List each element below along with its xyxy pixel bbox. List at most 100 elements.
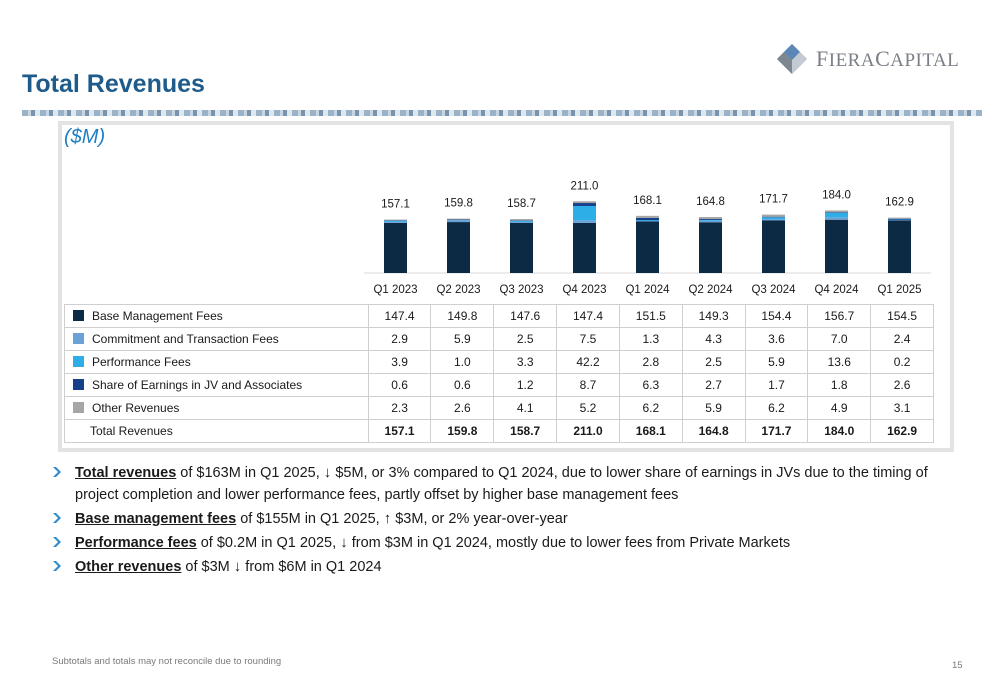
bullet-item: Base management fees of $155M in Q1 2025…: [52, 508, 952, 530]
table-cell: 0.6: [367, 373, 432, 397]
chevron-right-icon: [53, 513, 61, 523]
table-cell: 8.7: [556, 373, 620, 397]
row-label-text: Performance Fees: [92, 355, 191, 369]
bullet-heading: Base management fees: [75, 511, 237, 527]
bar-segment: [384, 220, 407, 222]
table-cell: 0.6: [430, 373, 495, 397]
table-cell: 4.3: [681, 327, 746, 351]
bar-segment: [699, 219, 722, 220]
bar-segment: [636, 215, 659, 218]
logo-text: FIERACAPITAL: [816, 46, 960, 71]
table-cell: 2.5: [493, 327, 558, 351]
bar-segment: [573, 203, 596, 206]
table-cell: 4.1: [493, 396, 558, 420]
table-cell: 147.4: [556, 304, 620, 328]
bar-segment: [762, 216, 785, 218]
row-label: Base Management Fees: [64, 304, 369, 328]
legend-swatch: [73, 310, 84, 321]
table-row: Performance Fees 3.9 1.0 3.3 42.2 2.8 2.5 5.9 13…: [64, 350, 934, 374]
bullet-text: of $3M: [181, 559, 234, 575]
bar-segment: [888, 217, 911, 219]
table-row-total: Total Revenues 157.1 159.8 158.7 211.0 168.1 1…: [64, 419, 934, 443]
legend-swatch: [73, 356, 84, 367]
company-logo: FIERACAPITAL: [776, 42, 959, 76]
table-cell: 6.2: [618, 396, 683, 420]
x-tick-label: Q4 2023: [562, 284, 606, 296]
x-tick-label: Q4 2024: [814, 284, 859, 296]
total-data-label: 184.0: [822, 189, 851, 201]
table-cell: 5.2: [556, 396, 620, 420]
revenue-table: Base Management Fees 147.4 149.8 147.6 147.4…: [64, 304, 934, 443]
bullet-item: Total revenues of $163M in Q1 2025, ↓ $5…: [52, 462, 952, 506]
bar-segment: [636, 217, 659, 221]
bar-segment: [762, 217, 785, 220]
arrow-down-icon: ↓: [233, 558, 242, 575]
table-cell: 164.8: [681, 419, 746, 443]
table-cell: 5.9: [681, 396, 746, 420]
bar-segment: [573, 222, 596, 273]
table-cell: 162.9: [870, 419, 934, 443]
bar-segment: [825, 219, 848, 273]
bullet-text: from $3M in Q1 2024, mostly due to lower…: [347, 535, 791, 551]
row-label: Share of Earnings in JV and Associates: [64, 373, 369, 397]
table-cell: 151.5: [618, 304, 683, 328]
diamond-logo-icon: [777, 44, 807, 74]
chevron-right-icon: [53, 561, 61, 571]
table-cell: 154.5: [870, 304, 934, 328]
table-row: Commitment and Transaction Fees 2.9 5.9 2.5…: [64, 327, 934, 351]
table-cell: 4.9: [807, 396, 872, 420]
bar-segment: [447, 218, 470, 220]
table-cell: 211.0: [556, 419, 620, 443]
chevron-right-icon: [53, 537, 61, 547]
footnote: Subtotals and totals may not reconcile d…: [52, 656, 282, 667]
unit-label: ($M): [64, 126, 106, 148]
row-label: Other Revenues: [64, 396, 369, 420]
bar-segment: [384, 221, 407, 223]
bar-segment: [384, 219, 407, 221]
table-cell: 157.1: [367, 419, 432, 443]
bar-segment: [762, 220, 785, 273]
bullet-text: $3M, or 2% year-over-year: [391, 511, 568, 527]
bar-segment: [510, 220, 533, 222]
row-label-text: Share of Earnings in JV and Associates: [92, 378, 303, 392]
commentary-bullets: Total revenues of $163M in Q1 2025, ↓ $5…: [52, 462, 952, 580]
x-tick-label: Q3 2024: [751, 284, 796, 296]
bullet-text: of $0.2M in Q1 2025,: [196, 535, 341, 551]
table-cell: 5.9: [430, 327, 495, 351]
chevron-right-icon: [53, 467, 61, 477]
bar-segment: [825, 217, 848, 220]
table-cell: 2.7: [681, 373, 746, 397]
bar-segment: [699, 220, 722, 223]
table-cell: 171.7: [744, 419, 809, 443]
legend-swatch: [73, 379, 84, 390]
table-cell: 1.7: [744, 373, 809, 397]
total-data-label: 164.8: [696, 196, 725, 208]
bar-segment: [699, 219, 722, 221]
bullet-heading: Performance fees: [75, 535, 197, 551]
row-label-text: Other Revenues: [92, 401, 180, 415]
table-cell: 156.7: [807, 304, 872, 328]
table-cell: 1.8: [807, 373, 872, 397]
table-cell: 0.2: [870, 350, 934, 374]
table-cell: 6.3: [618, 373, 683, 397]
table-cell: 42.2: [556, 350, 620, 374]
bar-segment: [510, 219, 533, 221]
total-data-label: 171.7: [759, 194, 788, 206]
table-cell: 2.8: [618, 350, 683, 374]
table-cell: 2.6: [430, 396, 495, 420]
bar-segment: [510, 221, 533, 223]
row-label: Total Revenues: [64, 419, 369, 443]
table-cell: 7.5: [556, 327, 620, 351]
total-data-label: 158.7: [507, 198, 536, 210]
table-cell: 5.9: [744, 350, 809, 374]
bullet-text: of $155M in Q1 2025,: [236, 511, 384, 527]
table-cell: 149.8: [430, 304, 495, 328]
bar-segment: [636, 220, 659, 222]
table-cell: 6.2: [744, 396, 809, 420]
table-cell: 158.7: [493, 419, 558, 443]
bar-segment: [888, 218, 911, 220]
table-cell: 168.1: [618, 419, 683, 443]
page-title: Total Revenues: [22, 70, 205, 98]
table-cell: 2.9: [367, 327, 432, 351]
bar-segment: [888, 219, 911, 221]
